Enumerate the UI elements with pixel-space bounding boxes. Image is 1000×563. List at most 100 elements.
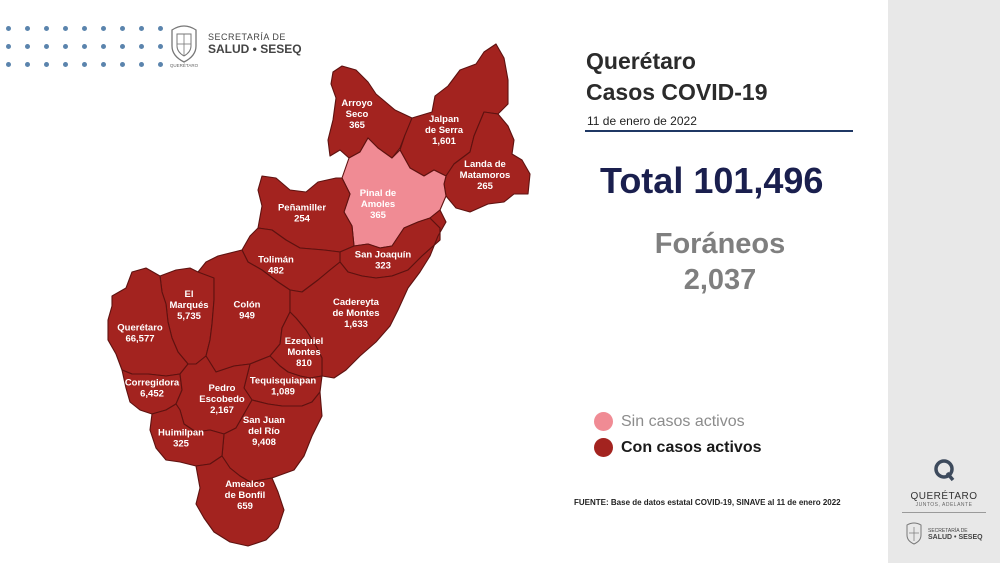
decorative-dot: [6, 44, 11, 49]
municipality-cases-ezequiel: 810: [296, 358, 312, 369]
municipality-cases-pedro-escobedo: 2,167: [210, 405, 234, 416]
decorative-dot: [139, 26, 144, 31]
municipality-name-san-joaquin: San Joaquín: [355, 250, 412, 261]
municipality-name-huimilpan: Huimilpan: [158, 428, 204, 439]
decorative-dot: [101, 26, 106, 31]
municipality-cases-colon: 949: [239, 311, 255, 322]
municipality-cases-san-joaquin: 323: [375, 261, 391, 272]
municipality-cases-tequisquiapan: 1,089: [271, 387, 295, 398]
decorative-dot: [158, 62, 163, 67]
right-sidebar: QUERÉTARO JUNTOS, ADELANTE SECRETARÍA DE…: [888, 0, 1000, 563]
foraneos-label: Foráneos: [654, 228, 786, 260]
municipality-cases-cadereyta: 1,633: [344, 319, 368, 330]
decorative-dot: [25, 62, 30, 67]
municipality-cases-penamiller: 254: [294, 214, 311, 225]
municipality-cases-huimilpan: 325: [173, 439, 190, 450]
municipality-name-cadereyta: Cadereyta: [333, 297, 380, 308]
queretaro-q-icon: [934, 459, 955, 482]
legend-inactive: Sin casos activos: [594, 412, 745, 431]
municipality-name-tequisquiapan: Tequisquiapan: [250, 376, 317, 387]
municipality-name-san-juan: San Juan: [243, 415, 285, 426]
legend-label-active: Con casos activos: [621, 438, 762, 456]
foraneos-value: 2,037: [683, 264, 757, 296]
municipality-name-jalpan: Jalpan: [429, 114, 459, 125]
municipality-cases-toliman: 482: [268, 266, 284, 277]
decorative-dot: [63, 44, 68, 49]
municipality-name-el-marques: El: [185, 289, 194, 300]
total-cases: Total 101,496: [600, 160, 824, 201]
municipality-cases-corregidora: 6,452: [140, 389, 164, 400]
municipality-name-jalpan: de Serra: [425, 125, 464, 136]
title-line1: Querétaro: [586, 48, 696, 74]
municipality-cases-amealco: 659: [237, 501, 253, 512]
logo-line1: SECRETARÍA DE: [208, 32, 286, 42]
decorative-dot: [6, 62, 11, 67]
sidebar-logo-line1: SECRETARÍA DE: [928, 527, 968, 534]
municipality-cases-landa: 265: [477, 181, 494, 192]
municipality-name-amealco: de Bonfil: [225, 490, 266, 501]
municipality-cases-jalpan: 1,601: [432, 136, 456, 147]
region-amealco: [195, 455, 285, 547]
decorative-dot: [44, 44, 49, 49]
municipality-name-pinal: Pinal de: [360, 188, 396, 199]
sidebar-divider: [902, 512, 986, 513]
legend-active: Con casos activos: [594, 438, 762, 457]
municipality-name-el-marques: Marqués: [169, 300, 208, 311]
decorative-dot: [44, 26, 49, 31]
municipality-name-landa: Landa de: [464, 159, 506, 170]
decorative-dot: [25, 26, 30, 31]
sidebar-seal-icon: [906, 522, 922, 545]
decorative-dot: [82, 62, 87, 67]
decorative-dot: [120, 26, 125, 31]
state-seal-icon: QUERÉTARO: [170, 25, 199, 68]
municipality-name-toliman: Tolimán: [258, 255, 294, 266]
municipality-name-amealco: Amealco: [225, 479, 265, 490]
municipality-name-arroyo-seco: Arroyo: [341, 98, 372, 109]
decorative-dot: [139, 44, 144, 49]
foraneos-block: Foráneos 2,037: [590, 0, 850, 300]
sidebar-logo-line2: SALUD • SESEQ: [928, 533, 983, 541]
municipality-cases-san-juan: 9,408: [252, 437, 276, 448]
municipality-cases-arroyo-seco: 365: [349, 120, 366, 131]
municipality-name-ezequiel: Montes: [287, 347, 320, 358]
municipality-name-san-juan: del Río: [248, 426, 280, 437]
decorative-dot: [120, 44, 125, 49]
decorative-dot: [120, 62, 125, 67]
decorative-dot: [25, 44, 30, 49]
decorative-dot: [101, 62, 106, 67]
seseq-logo: QUERÉTARO SECRETARÍA DE SALUD • SESEQ: [166, 22, 302, 68]
legend-swatch-inactive: [594, 412, 613, 431]
brand-tagline: JUNTOS, ADELANTE: [915, 502, 973, 508]
municipality-name-queretaro: Querétaro: [117, 323, 163, 334]
municipality-name-corregidora: Corregidora: [125, 378, 180, 389]
decorative-dot: [158, 26, 163, 31]
report-date: 11 de enero de 2022: [587, 114, 697, 128]
municipality-name-cadereyta: de Montes: [333, 308, 380, 319]
municipality-name-penamiller: Peñamiller: [278, 203, 326, 214]
brand-name: QUERÉTARO: [910, 491, 978, 502]
decorative-dot: [6, 26, 11, 31]
municipality-name-pedro-escobedo: Escobedo: [199, 394, 245, 405]
legend-label-inactive: Sin casos activos: [621, 412, 745, 430]
municipality-name-pedro-escobedo: Pedro: [209, 383, 236, 394]
municipality-name-pinal: Amoles: [361, 199, 395, 210]
municipality-cases-pinal: 365: [370, 210, 387, 221]
sidebar-seseq-logo: SECRETARÍA DE SALUD • SESEQ: [904, 521, 983, 547]
decorative-dot: [82, 44, 87, 49]
municipality-name-ezequiel: Ezequiel: [285, 336, 324, 347]
decorative-dot: [63, 62, 68, 67]
decorative-dot: [101, 44, 106, 49]
queretaro-brand: QUERÉTARO JUNTOS, ADELANTE: [888, 458, 1000, 508]
municipality-name-colon: Colón: [234, 300, 261, 311]
region-landa: [443, 111, 531, 213]
decorative-dot: [44, 62, 49, 67]
legend-swatch-active: [594, 438, 613, 457]
municipality-name-arroyo-seco: Seco: [346, 109, 369, 120]
decorative-dot: [158, 44, 163, 49]
seal-caption: QUERÉTARO: [170, 62, 199, 68]
municipality-name-landa: Matamoros: [460, 170, 511, 181]
municipality-cases-el-marques: 5,735: [177, 311, 201, 322]
date-divider: [585, 130, 853, 132]
municipality-cases-queretaro: 66,577: [125, 334, 154, 345]
